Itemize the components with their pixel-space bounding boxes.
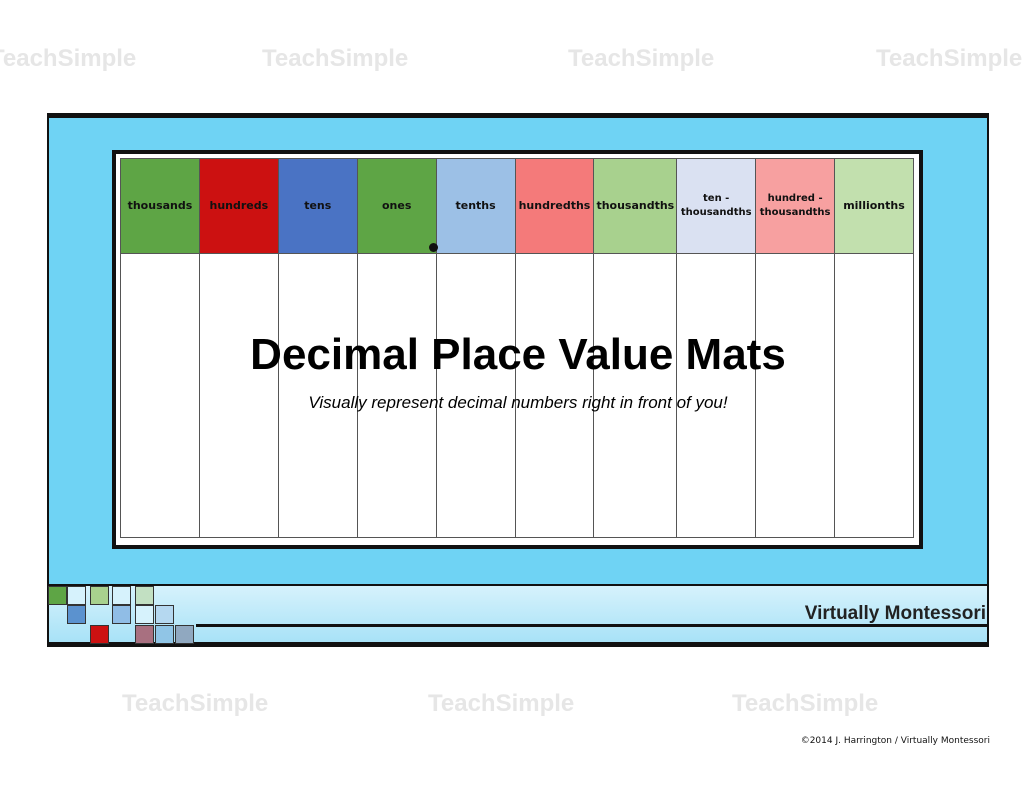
column-thousandths: thousandths <box>594 159 678 537</box>
square <box>175 625 194 644</box>
brand-name: Virtually Montessori <box>804 603 986 624</box>
square <box>67 605 86 624</box>
square <box>135 625 154 644</box>
column-hundred-thousandths: hundred - thousandths <box>756 159 836 537</box>
footer-divider <box>196 624 989 627</box>
square <box>112 605 131 624</box>
square <box>90 625 109 644</box>
column-millionths: millionths <box>835 159 913 537</box>
column-header: thousandths <box>594 159 677 254</box>
column-ten-thousandths: ten - thousandths <box>677 159 757 537</box>
subtitle: Visually represent decimal numbers right… <box>308 393 728 412</box>
column-tens: tens <box>278 159 358 537</box>
square <box>90 586 109 605</box>
column-header: thousands <box>121 159 199 254</box>
watermark: TeachSimple <box>0 45 137 72</box>
column-header: tens <box>278 159 357 254</box>
copyright: ©2014 J. Harrington / Virtually Montesso… <box>800 736 990 746</box>
decimal-point <box>429 243 438 252</box>
watermark: TeachSimple <box>568 45 715 72</box>
column-header: tenths <box>436 159 515 254</box>
footer-strip <box>47 584 989 647</box>
watermark: TeachSimple <box>732 690 879 717</box>
watermark: TeachSimple <box>876 45 1023 72</box>
column-header: hundredths <box>515 159 594 254</box>
watermark: TeachSimple <box>262 45 409 72</box>
square <box>155 605 174 624</box>
square <box>48 586 67 605</box>
square <box>135 605 154 624</box>
square <box>112 586 131 605</box>
column-tenths: tenths <box>436 159 516 537</box>
column-ones: ones <box>357 159 437 537</box>
column-header: ten - thousandths <box>677 159 756 254</box>
square <box>67 586 86 605</box>
column-header: ones <box>357 159 436 254</box>
square <box>135 586 154 605</box>
watermark: TeachSimple <box>428 690 575 717</box>
column-hundreds: hundreds <box>199 159 279 537</box>
page-title: Decimal Place Value Mats <box>250 330 786 379</box>
square <box>155 625 174 644</box>
column-header: hundreds <box>199 159 278 254</box>
watermark: TeachSimple <box>122 690 269 717</box>
column-header: millionths <box>835 159 913 254</box>
column-thousands: thousands <box>121 159 200 537</box>
column-header: hundred - thousandths <box>756 159 835 254</box>
column-hundredths: hundredths <box>515 159 595 537</box>
place-value-grid: thousands hundreds tens ones tenths hundredth… <box>120 158 914 538</box>
